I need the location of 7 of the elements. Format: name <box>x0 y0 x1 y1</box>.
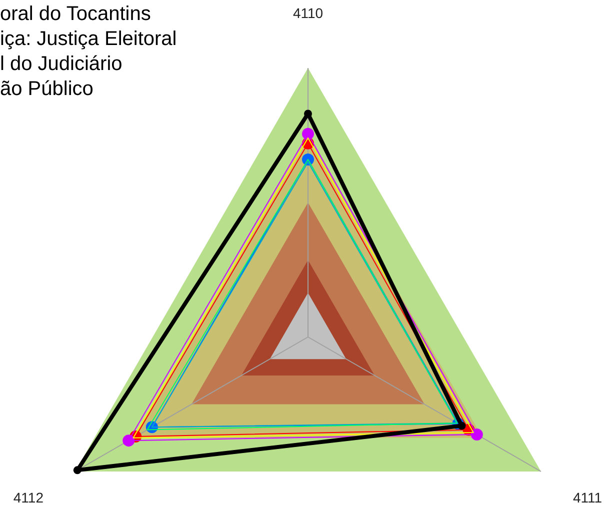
text: l do Judiciário <box>0 52 124 77</box>
text: ão Público <box>0 77 94 102</box>
text: oral do Tocantins <box>0 2 152 27</box>
spoke-label: 4110 <box>292 5 324 22</box>
text: iça: Justiça Eleitoral <box>0 27 177 52</box>
spoke-label: 4111 <box>573 489 602 506</box>
spoke-label: 4112 <box>13 489 44 506</box>
